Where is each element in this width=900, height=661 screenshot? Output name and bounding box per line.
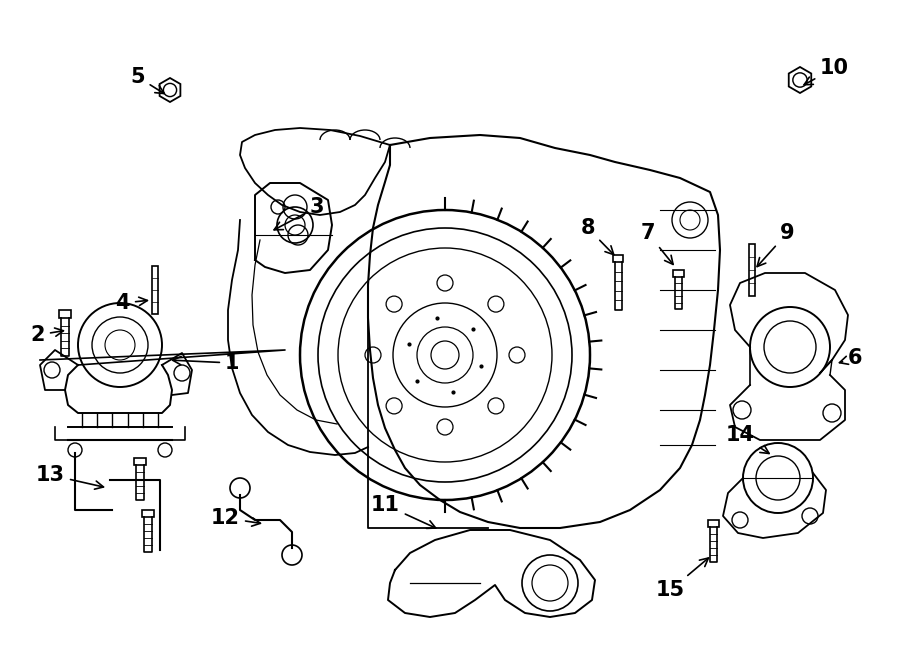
Text: 2: 2 [31, 325, 63, 345]
Text: 15: 15 [656, 558, 708, 600]
Text: 13: 13 [36, 465, 104, 489]
Bar [749, 244, 755, 296]
Text: 11: 11 [371, 495, 436, 528]
Bar [142, 510, 154, 517]
Text: 7: 7 [641, 223, 673, 264]
Bar [134, 458, 146, 465]
Text: 14: 14 [726, 425, 770, 453]
Bar [707, 520, 718, 527]
Text: 4: 4 [115, 293, 148, 313]
Text: 3: 3 [274, 197, 325, 230]
Bar [672, 270, 683, 277]
Text: 5: 5 [130, 67, 164, 94]
Text: 12: 12 [211, 508, 260, 528]
Text: 9: 9 [757, 223, 795, 266]
Text: 10: 10 [804, 58, 849, 85]
Bar [152, 266, 158, 314]
Bar [613, 255, 623, 262]
Text: 1: 1 [173, 353, 239, 373]
Text: 8: 8 [580, 218, 614, 254]
Text: 6: 6 [840, 348, 862, 368]
Bar [59, 310, 71, 318]
